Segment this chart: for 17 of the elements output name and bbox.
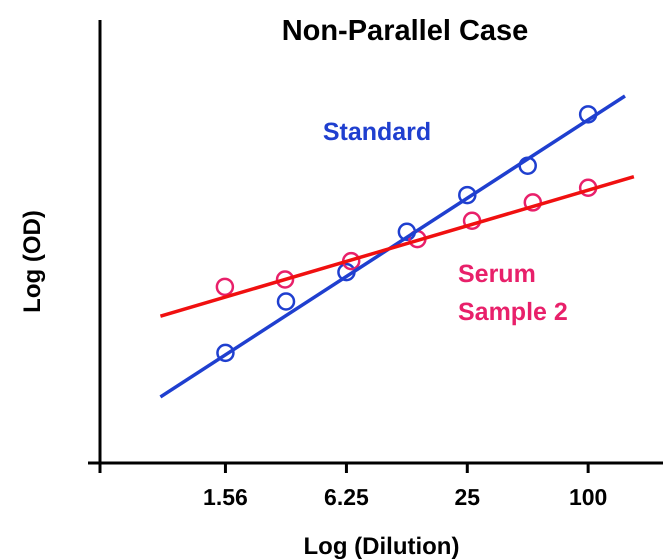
x-tick-label: 25: [454, 484, 480, 510]
point: [337, 262, 356, 282]
x-axis-title: Log (Dilution): [304, 533, 460, 559]
point: [518, 156, 537, 175]
chart-title: Non-Parallel Case: [282, 15, 528, 47]
series-label: Serum Sample 2: [458, 260, 568, 326]
point: [216, 344, 235, 362]
point: [398, 222, 416, 242]
point: [216, 278, 234, 296]
x-tick-label: 100: [568, 484, 608, 510]
point: [276, 292, 296, 311]
y-axis-title: Log (OD): [19, 210, 46, 313]
point: [458, 186, 477, 204]
x-tick-label: 6.25: [324, 484, 370, 510]
text: Standard: [322, 118, 432, 146]
x-tick-label: 1.56: [203, 484, 248, 510]
point: [578, 105, 598, 124]
